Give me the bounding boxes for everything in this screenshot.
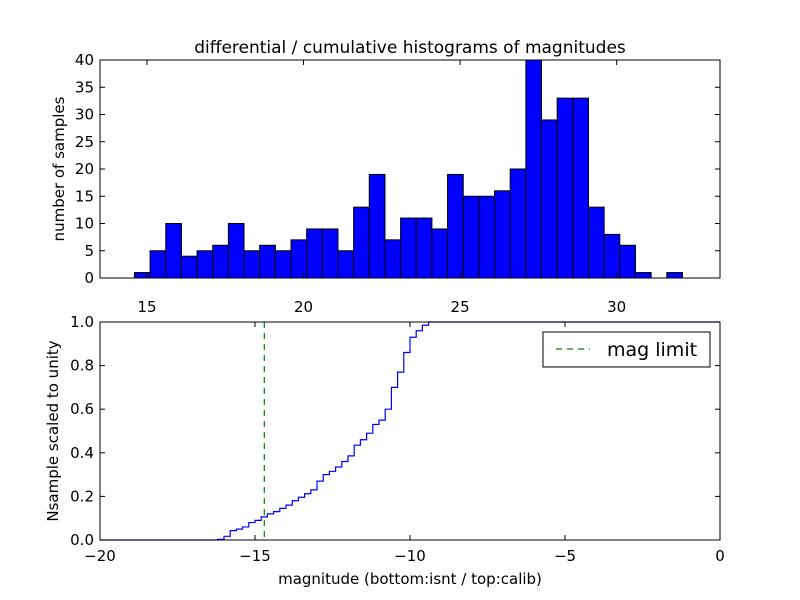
histogram-bar [274, 250, 292, 279]
histogram-x-ticks: 15 20 25 30 [137, 60, 626, 316]
cumulative-panel: 0.0 0.2 0.4 0.6 0.8 1.0 −20 −15 −10 −5 0 magnitud… [44, 313, 725, 588]
histogram-bar [666, 272, 683, 279]
histogram-bar [259, 244, 276, 279]
histogram-title: differential / cumulative histograms of … [194, 38, 626, 58]
cumulative-y-ticks: 0.0 0.2 0.4 0.6 0.8 1.0 [70, 313, 720, 549]
histogram-bar [368, 173, 386, 279]
histogram-bar [243, 250, 261, 279]
histogram-bars [133, 59, 683, 279]
x-tick-label: 20 [294, 298, 313, 316]
histogram-bar [212, 244, 229, 279]
x-tick-label: −5 [554, 547, 576, 565]
histogram-bar [572, 97, 589, 279]
y-tick-label: 25 [75, 133, 94, 151]
histogram-bar [556, 97, 574, 279]
y-tick-label: 0.2 [70, 487, 94, 505]
y-tick-label: 20 [75, 160, 94, 178]
histogram-bar [196, 250, 214, 279]
y-tick-label: 0 [84, 269, 94, 287]
histogram-bar [431, 228, 449, 279]
histogram-bar [603, 233, 621, 279]
histogram-y-ticks: 0 5 10 15 20 25 30 35 40 [75, 51, 720, 287]
histogram-bar [509, 168, 527, 279]
histogram-panel: differential / cumulative histograms of … [50, 38, 721, 316]
histogram-bar [619, 244, 636, 279]
histogram-bar [587, 206, 605, 279]
x-tick-label: 25 [451, 298, 470, 316]
y-tick-label: 30 [75, 106, 94, 124]
y-tick-label: 0.4 [70, 444, 94, 462]
histogram-bar [384, 239, 402, 279]
histogram-bar [133, 272, 151, 279]
x-tick-label: 15 [137, 298, 156, 316]
y-tick-label: 0.6 [70, 400, 94, 418]
y-tick-label: 40 [75, 51, 94, 69]
x-tick-label: −10 [394, 547, 426, 565]
histogram-bar [400, 217, 417, 279]
x-tick-label: −15 [239, 547, 271, 565]
histogram-bar [227, 223, 245, 279]
y-tick-label: 0.0 [70, 531, 94, 549]
cumulative-lines [100, 321, 720, 541]
y-tick-label: 0.8 [70, 357, 94, 375]
y-tick-label: 15 [75, 187, 94, 205]
x-tick-label: 0 [715, 547, 725, 565]
histogram-bar [462, 195, 480, 279]
histogram-bar [447, 173, 464, 279]
x-tick-label: 30 [607, 298, 626, 316]
x-tick-label: −20 [84, 547, 116, 565]
histogram-bar [337, 250, 355, 279]
cumulative-y-label: Nsample scaled to unity [44, 340, 62, 521]
y-tick-label: 1.0 [70, 313, 94, 331]
y-tick-label: 10 [75, 215, 94, 233]
cumulative-x-label: magnitude (bottom:isnt / top:calib) [278, 570, 542, 588]
histogram-bar [353, 206, 370, 279]
histogram-bar [525, 59, 543, 279]
legend: mag limit [542, 331, 711, 368]
histogram-y-label: number of samples [50, 96, 68, 241]
histogram-bar [149, 250, 167, 279]
y-tick-label: 5 [84, 242, 94, 260]
histogram-bar [306, 228, 323, 279]
histogram-bar [165, 223, 182, 279]
histogram-bar [541, 119, 558, 279]
histogram-bar [478, 195, 496, 279]
histogram-bar [321, 228, 339, 279]
histogram-bar [415, 217, 433, 279]
cumulative-step-line [100, 321, 720, 541]
histogram-bar [634, 272, 652, 279]
histogram-bar [180, 255, 198, 279]
histogram-bar [494, 190, 511, 279]
cumulative-x-ticks: −20 −15 −10 −5 0 [84, 322, 725, 565]
histogram-bar [290, 239, 308, 279]
y-tick-label: 35 [75, 78, 94, 96]
legend-label-mag-limit: mag limit [607, 339, 697, 361]
